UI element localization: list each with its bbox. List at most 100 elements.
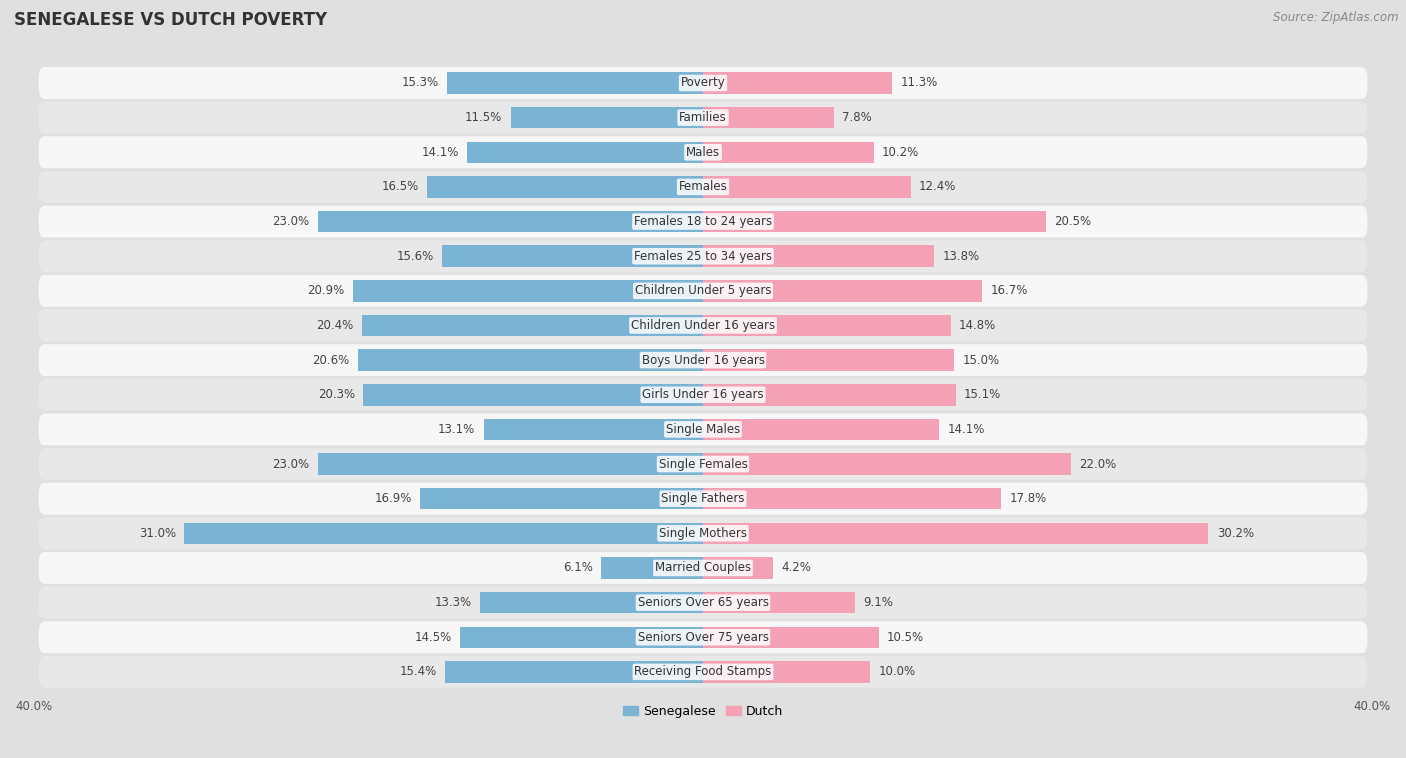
Bar bbox=[446, 661, 703, 683]
Text: 20.3%: 20.3% bbox=[318, 388, 354, 401]
Text: 31.0%: 31.0% bbox=[139, 527, 176, 540]
Text: Females: Females bbox=[679, 180, 727, 193]
Text: 15.1%: 15.1% bbox=[965, 388, 1001, 401]
Text: Single Females: Single Females bbox=[658, 458, 748, 471]
FancyBboxPatch shape bbox=[38, 344, 1368, 376]
FancyBboxPatch shape bbox=[38, 518, 1368, 550]
Bar bbox=[484, 418, 703, 440]
FancyBboxPatch shape bbox=[38, 413, 1368, 446]
Bar bbox=[703, 211, 1046, 232]
Text: 6.1%: 6.1% bbox=[562, 562, 592, 575]
Text: 10.2%: 10.2% bbox=[882, 146, 920, 158]
Bar bbox=[703, 280, 983, 302]
Bar bbox=[703, 557, 773, 578]
Text: 13.8%: 13.8% bbox=[942, 249, 980, 263]
Text: Boys Under 16 years: Boys Under 16 years bbox=[641, 354, 765, 367]
Text: 13.3%: 13.3% bbox=[434, 596, 472, 609]
Bar bbox=[703, 627, 879, 648]
Text: 20.4%: 20.4% bbox=[316, 319, 353, 332]
Text: 15.0%: 15.0% bbox=[963, 354, 1000, 367]
Bar bbox=[703, 384, 956, 406]
Text: Males: Males bbox=[686, 146, 720, 158]
Bar bbox=[353, 280, 703, 302]
Text: 16.5%: 16.5% bbox=[381, 180, 419, 193]
Text: Females 18 to 24 years: Females 18 to 24 years bbox=[634, 215, 772, 228]
Text: 15.6%: 15.6% bbox=[396, 249, 433, 263]
Bar bbox=[481, 592, 703, 613]
Text: 17.8%: 17.8% bbox=[1010, 492, 1046, 505]
Text: 11.5%: 11.5% bbox=[465, 111, 502, 124]
Bar bbox=[184, 522, 703, 544]
Text: 14.5%: 14.5% bbox=[415, 631, 451, 644]
Bar bbox=[703, 246, 934, 267]
Bar bbox=[703, 661, 870, 683]
Bar bbox=[600, 557, 703, 578]
Text: Females 25 to 34 years: Females 25 to 34 years bbox=[634, 249, 772, 263]
Text: Receiving Food Stamps: Receiving Food Stamps bbox=[634, 666, 772, 678]
Text: Single Mothers: Single Mothers bbox=[659, 527, 747, 540]
Bar bbox=[318, 453, 703, 475]
Bar bbox=[427, 176, 703, 198]
FancyBboxPatch shape bbox=[38, 552, 1368, 584]
Bar bbox=[703, 488, 1001, 509]
Text: Poverty: Poverty bbox=[681, 77, 725, 89]
FancyBboxPatch shape bbox=[38, 656, 1368, 688]
FancyBboxPatch shape bbox=[38, 240, 1368, 272]
Bar bbox=[363, 384, 703, 406]
Text: Families: Families bbox=[679, 111, 727, 124]
FancyBboxPatch shape bbox=[38, 136, 1368, 168]
Text: 12.4%: 12.4% bbox=[920, 180, 956, 193]
Bar bbox=[441, 246, 703, 267]
Bar bbox=[703, 592, 855, 613]
Text: 15.3%: 15.3% bbox=[402, 77, 439, 89]
Bar bbox=[318, 211, 703, 232]
Bar bbox=[460, 627, 703, 648]
Bar bbox=[703, 72, 893, 94]
Bar bbox=[703, 107, 834, 128]
Text: Girls Under 16 years: Girls Under 16 years bbox=[643, 388, 763, 401]
Bar bbox=[703, 349, 955, 371]
Text: 20.6%: 20.6% bbox=[312, 354, 350, 367]
FancyBboxPatch shape bbox=[38, 102, 1368, 133]
Bar bbox=[703, 453, 1071, 475]
Text: 16.9%: 16.9% bbox=[374, 492, 412, 505]
FancyBboxPatch shape bbox=[38, 483, 1368, 515]
Text: 10.0%: 10.0% bbox=[879, 666, 915, 678]
FancyBboxPatch shape bbox=[38, 448, 1368, 480]
Text: 13.1%: 13.1% bbox=[439, 423, 475, 436]
Bar bbox=[510, 107, 703, 128]
Text: 10.5%: 10.5% bbox=[887, 631, 924, 644]
Text: 14.8%: 14.8% bbox=[959, 319, 997, 332]
Text: SENEGALESE VS DUTCH POVERTY: SENEGALESE VS DUTCH POVERTY bbox=[14, 11, 328, 30]
Text: 9.1%: 9.1% bbox=[863, 596, 894, 609]
FancyBboxPatch shape bbox=[38, 205, 1368, 237]
Bar bbox=[703, 142, 873, 163]
Bar bbox=[703, 315, 950, 337]
Text: 11.3%: 11.3% bbox=[900, 77, 938, 89]
Bar bbox=[703, 522, 1208, 544]
Bar bbox=[361, 315, 703, 337]
Text: Single Fathers: Single Fathers bbox=[661, 492, 745, 505]
Text: 23.0%: 23.0% bbox=[273, 458, 309, 471]
Bar bbox=[703, 176, 911, 198]
Text: 7.8%: 7.8% bbox=[842, 111, 872, 124]
Bar bbox=[447, 72, 703, 94]
Text: Children Under 16 years: Children Under 16 years bbox=[631, 319, 775, 332]
Text: 20.5%: 20.5% bbox=[1054, 215, 1091, 228]
Text: Children Under 5 years: Children Under 5 years bbox=[634, 284, 772, 297]
Text: Source: ZipAtlas.com: Source: ZipAtlas.com bbox=[1274, 11, 1399, 24]
Text: 14.1%: 14.1% bbox=[422, 146, 458, 158]
FancyBboxPatch shape bbox=[38, 171, 1368, 203]
Text: 15.4%: 15.4% bbox=[399, 666, 437, 678]
FancyBboxPatch shape bbox=[38, 379, 1368, 411]
FancyBboxPatch shape bbox=[38, 587, 1368, 619]
Bar bbox=[359, 349, 703, 371]
FancyBboxPatch shape bbox=[38, 622, 1368, 653]
Text: Seniors Over 75 years: Seniors Over 75 years bbox=[637, 631, 769, 644]
Text: Single Males: Single Males bbox=[666, 423, 740, 436]
Text: 30.2%: 30.2% bbox=[1216, 527, 1254, 540]
Text: 4.2%: 4.2% bbox=[782, 562, 811, 575]
Text: 16.7%: 16.7% bbox=[991, 284, 1028, 297]
Text: Seniors Over 65 years: Seniors Over 65 years bbox=[637, 596, 769, 609]
Legend: Senegalese, Dutch: Senegalese, Dutch bbox=[619, 700, 787, 723]
